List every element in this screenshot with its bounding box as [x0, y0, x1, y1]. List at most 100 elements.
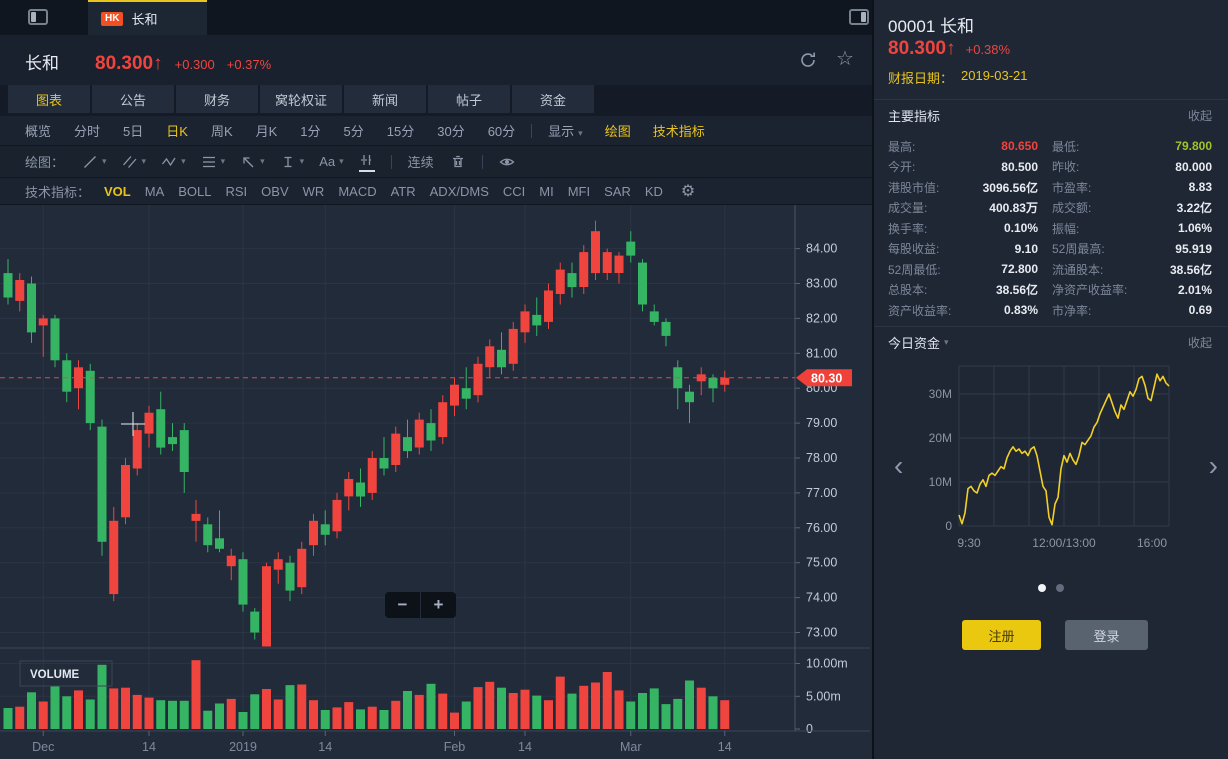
- draw-tool-measure[interactable]: [358, 152, 375, 172]
- collapse-right-panel-icon[interactable]: [849, 9, 869, 25]
- draw-toggle[interactable]: 绘图: [604, 124, 631, 139]
- metrics-row: 港股市值: 3096.56亿 市盈率: 8.83: [888, 177, 1212, 198]
- period-tab-1分[interactable]: 1分: [300, 124, 321, 139]
- period-tab-5日[interactable]: 5日: [123, 124, 144, 139]
- main-tab-公告[interactable]: 公告: [92, 85, 174, 113]
- refresh-icon[interactable]: [798, 50, 818, 70]
- period-tab-日K[interactable]: 日K: [166, 124, 188, 139]
- trash-icon[interactable]: [450, 154, 466, 170]
- money-flow-collapse-link[interactable]: 收起: [1187, 336, 1212, 350]
- indicator-OBV[interactable]: OBV: [261, 183, 289, 199]
- period-tab-概览[interactable]: 概览: [25, 124, 52, 139]
- svg-text:14: 14: [318, 740, 332, 754]
- gear-icon[interactable]: ⚙: [680, 183, 696, 200]
- draw-tool-text[interactable]: Aa ▾: [319, 154, 343, 169]
- measure-tool-icon: [360, 154, 373, 165]
- zoom-in-button[interactable]: +: [433, 595, 444, 614]
- metrics-collapse-link[interactable]: 收起: [1187, 109, 1212, 123]
- caret-down-icon: ▾: [260, 156, 265, 166]
- draw-tool-fibonacci[interactable]: ▾: [201, 154, 225, 170]
- svg-text:84.00: 84.00: [806, 242, 837, 256]
- period-tab-15分[interactable]: 15分: [386, 124, 415, 139]
- period-tab-60分[interactable]: 60分: [487, 124, 516, 139]
- indicator-MACD[interactable]: MACD: [338, 183, 377, 199]
- main-tab-窝轮权证[interactable]: 窝轮权证: [260, 85, 342, 113]
- draw-tool-arrow[interactable]: ▾: [240, 154, 265, 170]
- indicator-MFI[interactable]: MFI: [567, 183, 591, 199]
- period-tab-5分[interactable]: 5分: [343, 124, 364, 139]
- draw-tool-channel[interactable]: ▾: [122, 154, 146, 170]
- svg-text:14: 14: [142, 740, 156, 754]
- svg-text:10.00m: 10.00m: [806, 657, 848, 671]
- draw-toolbar: 绘图： ▾ ▾ ▾ ▾ ▾ ▾ Aa ▾ 连续: [0, 146, 872, 178]
- main-tab-新闻[interactable]: 新闻: [344, 85, 426, 113]
- indicator-MI[interactable]: MI: [539, 183, 554, 199]
- favorite-star-icon[interactable]: ☆: [836, 48, 854, 70]
- metric-value: 38.56亿: [995, 283, 1038, 298]
- eye-icon[interactable]: [499, 154, 515, 170]
- svg-text:83.00: 83.00: [806, 277, 837, 291]
- zoom-out-button[interactable]: −: [397, 595, 408, 614]
- report-date-row: 财报日期： 2019-03-21: [888, 68, 1028, 87]
- carousel-prev-icon[interactable]: ‹: [894, 450, 904, 481]
- carousel-dot[interactable]: [1056, 584, 1064, 592]
- period-tab-30分[interactable]: 30分: [437, 124, 465, 139]
- quote-change-pct: +0.38%: [965, 42, 1011, 57]
- period-tab-周K[interactable]: 周K: [210, 124, 233, 139]
- draw-tool-trend-line[interactable]: ▾: [82, 154, 107, 170]
- indicator-SAR[interactable]: SAR: [604, 183, 631, 199]
- carousel-next-icon[interactable]: ›: [1208, 450, 1218, 481]
- continuous-draw-button[interactable]: 连续: [407, 155, 434, 170]
- indicator-BOLL[interactable]: BOLL: [178, 183, 212, 199]
- indicator-MA[interactable]: MA: [144, 183, 165, 199]
- caret-down-icon: ▾: [181, 156, 186, 166]
- svg-text:79.00: 79.00: [806, 416, 837, 430]
- money-flow-section-header: 今日资金 ▾ 收起: [888, 333, 1212, 352]
- money-flow-title[interactable]: 今日资金 ▾: [888, 336, 949, 351]
- indicator-RSI[interactable]: RSI: [225, 183, 248, 199]
- quote-title: 00001 长和: [888, 17, 974, 36]
- caret-down-icon: ▾: [944, 337, 949, 347]
- trend-line-tool-icon: [84, 155, 96, 168]
- carousel-dot[interactable]: [1038, 584, 1046, 592]
- svg-text:20M: 20M: [929, 431, 952, 445]
- quote-price: 80.300↑: [888, 38, 956, 59]
- indicator-ADX/DMS[interactable]: ADX/DMS: [429, 183, 489, 199]
- carousel-dots: [874, 584, 1228, 592]
- metric-value: 3096.56亿: [982, 180, 1038, 195]
- svg-text:10M: 10M: [929, 475, 952, 489]
- display-menu[interactable]: 显示 ▾: [548, 124, 583, 139]
- indicator-KD[interactable]: KD: [644, 183, 663, 199]
- quote-panel: 00001 长和 80.300↑ +0.38% 财报日期： 2019-03-21…: [872, 0, 1228, 759]
- main-tab-资金[interactable]: 资金: [512, 85, 594, 113]
- period-tab-月K[interactable]: 月K: [255, 124, 278, 139]
- metrics-row: 最高: 80.650 最低: 79.800: [888, 136, 1212, 157]
- indicator-VOL[interactable]: VOL: [104, 183, 131, 199]
- candlestick-chart[interactable]: 84.0083.0082.0081.0080.0079.0078.0077.00…: [0, 205, 872, 759]
- indicator-WR[interactable]: WR: [302, 183, 325, 199]
- caret-down-icon: ▾: [578, 128, 583, 138]
- separator: [531, 123, 533, 138]
- main-tab-图表[interactable]: 图表: [8, 85, 90, 113]
- svg-text:75.00: 75.00: [806, 556, 837, 570]
- period-tab-分时[interactable]: 分时: [74, 124, 101, 139]
- caret-down-icon: ▾: [102, 156, 107, 166]
- svg-text:16:00: 16:00: [1137, 536, 1167, 550]
- draw-tool-price-label[interactable]: ▾: [280, 154, 304, 170]
- svg-text:82.00: 82.00: [806, 311, 837, 325]
- symbol-change-pct: +0.37%: [226, 57, 272, 72]
- indicator-ATR[interactable]: ATR: [390, 183, 416, 199]
- draw-tool-wave[interactable]: ▾: [161, 154, 186, 170]
- svg-text:Mar: Mar: [620, 740, 642, 754]
- login-button[interactable]: 登录: [1065, 620, 1148, 650]
- metric-label: 52周最低:: [888, 262, 941, 277]
- document-tab-active[interactable]: HK 长和: [88, 0, 207, 35]
- main-tab-财务[interactable]: 财务: [176, 85, 258, 113]
- report-date-value: 2019-03-21: [961, 68, 1028, 83]
- main-tab-帖子[interactable]: 帖子: [428, 85, 510, 113]
- collapse-left-panel-icon[interactable]: [28, 9, 48, 25]
- register-button[interactable]: 注册: [962, 620, 1041, 650]
- indicator-CCI[interactable]: CCI: [502, 183, 526, 199]
- tech-indicator-toggle[interactable]: 技术指标: [652, 124, 705, 139]
